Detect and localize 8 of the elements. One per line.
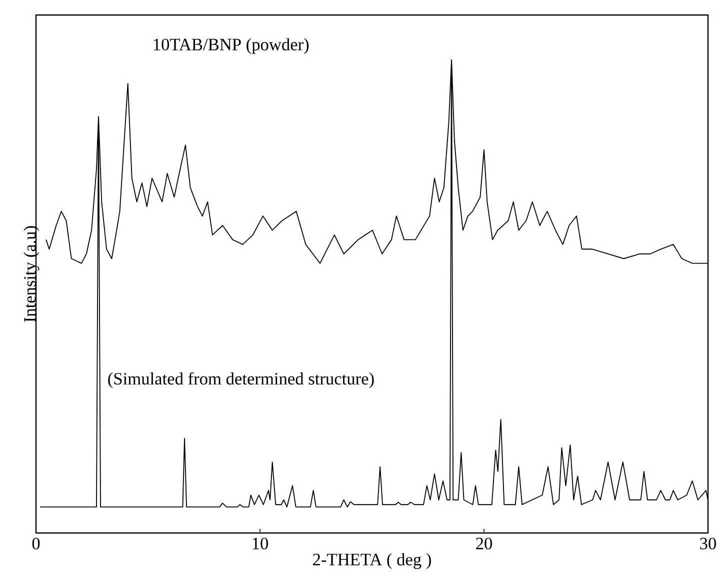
- x-tick-label: 30: [700, 538, 716, 550]
- x-tick-label: 0: [32, 538, 40, 550]
- x-tick-label: 10: [252, 538, 268, 550]
- x-axis-title: 2-THETA ( deg ): [313, 553, 431, 569]
- x-tick-label: 20: [476, 538, 492, 550]
- annotation: (Simulated from determined structure): [108, 372, 374, 388]
- y-axis-title: Intensity (a.u): [24, 226, 40, 322]
- text: 10TAB/BNP (powder): [154, 38, 309, 54]
